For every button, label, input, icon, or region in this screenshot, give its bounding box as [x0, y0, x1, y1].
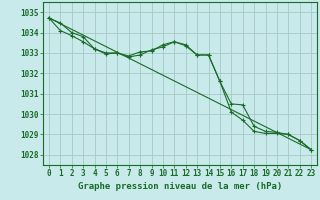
X-axis label: Graphe pression niveau de la mer (hPa): Graphe pression niveau de la mer (hPa)	[78, 182, 282, 191]
